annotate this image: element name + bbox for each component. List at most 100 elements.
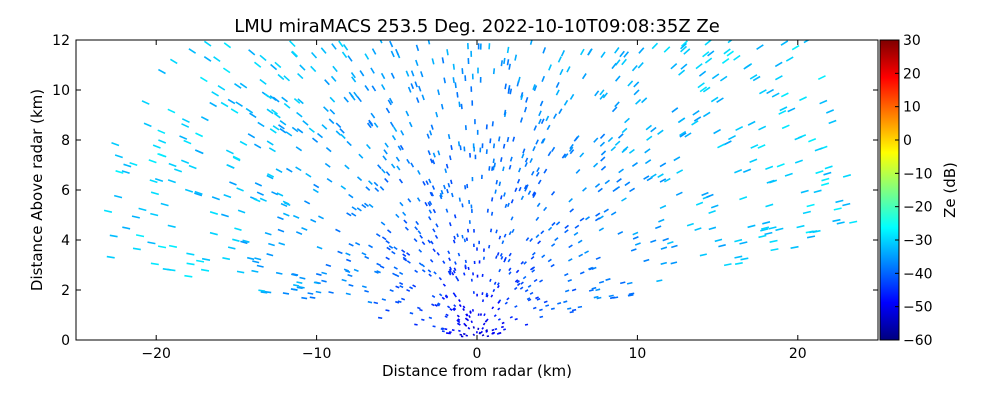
x-tick-label: 10 <box>628 346 646 362</box>
radar-gate <box>452 193 453 197</box>
radar-gate <box>455 215 456 219</box>
radar-gate <box>329 292 334 293</box>
radar-gate <box>501 157 502 162</box>
radar-gate <box>493 121 494 126</box>
radar-gate <box>492 333 494 334</box>
radar-gate <box>460 145 461 150</box>
radar-gate <box>484 314 485 316</box>
radar-gate <box>452 330 455 331</box>
radar-gate <box>442 328 445 329</box>
radar-gate <box>414 324 417 325</box>
radar-gate <box>505 110 506 115</box>
radar-gate <box>501 195 502 199</box>
radar-gate <box>467 314 468 316</box>
radar-gate <box>495 329 497 330</box>
radar-gate <box>484 257 485 260</box>
x-tick-label: 0 <box>473 346 482 362</box>
radar-gate <box>493 159 494 163</box>
y-tick-label: 4 <box>61 233 70 249</box>
radar-gate <box>467 319 468 321</box>
radar-gate <box>374 302 378 303</box>
radar-gate <box>458 331 460 332</box>
radar-gate <box>572 310 576 311</box>
radar-gate <box>462 235 463 238</box>
radar-gate <box>498 319 500 320</box>
radar-gate <box>494 68 495 74</box>
radar-gate <box>465 239 466 242</box>
radar-gate <box>489 166 490 170</box>
radar-gate <box>496 256 497 259</box>
radar-gate <box>594 297 599 298</box>
radar-gate <box>447 49 448 55</box>
radar-gate <box>291 289 297 290</box>
colorbar-tick-label: −40 <box>903 266 933 282</box>
radar-gate <box>299 287 305 288</box>
radar-gate <box>483 299 484 302</box>
radar-gate <box>464 273 465 276</box>
radar-gate <box>609 295 614 296</box>
radar-gate <box>490 279 491 282</box>
radar-gate <box>508 88 509 94</box>
radar-gate <box>469 316 470 318</box>
colorbar-tick-label: 0 <box>903 133 912 149</box>
y-axis-label: Distance Above radar (km) <box>28 89 46 291</box>
radar-gate <box>481 313 482 315</box>
radar-gate <box>492 212 493 216</box>
radar-gate <box>551 308 555 309</box>
radar-gate <box>459 102 460 107</box>
radar-gate <box>471 321 472 323</box>
radar-gate <box>508 47 509 53</box>
radar-gate <box>458 253 459 256</box>
radar-gate <box>498 252 499 255</box>
radar-gate <box>451 145 452 150</box>
radar-gate <box>499 236 500 239</box>
colorbar <box>880 40 899 340</box>
colorbar-label: Ze (dB) <box>941 162 959 218</box>
radar-gate <box>509 64 510 70</box>
radar-gate <box>451 180 452 184</box>
y-tick-label: 6 <box>61 183 70 199</box>
radar-gate <box>503 167 504 171</box>
radar-gate <box>301 298 307 299</box>
radar-gate <box>184 276 192 277</box>
radar-gate <box>465 185 466 189</box>
radar-gate <box>540 317 543 318</box>
radar-gate <box>510 317 512 318</box>
colorbar-tick-label: 20 <box>903 66 921 82</box>
radar-gate <box>499 137 500 142</box>
radar-gate <box>461 104 462 109</box>
radar-gate <box>466 260 467 263</box>
radar-gate <box>496 230 497 234</box>
colorbar-tick-label: −20 <box>903 200 933 216</box>
radar-gate <box>567 308 571 309</box>
radar-gate <box>473 309 474 311</box>
radar-gate <box>492 197 493 201</box>
radar-gate <box>578 307 582 308</box>
radar-gate <box>492 167 493 171</box>
radar-gate <box>455 82 456 88</box>
radar-gate <box>450 222 451 226</box>
radar-gate <box>417 308 420 309</box>
radar-gate <box>503 329 506 330</box>
radar-gate <box>508 59 509 65</box>
radar-gate <box>496 180 497 184</box>
y-tick-label: 2 <box>61 283 70 299</box>
radar-gate <box>368 302 372 303</box>
radar-gate <box>481 331 483 333</box>
y-tick-label: 10 <box>52 83 70 99</box>
radar-gate <box>466 335 468 336</box>
radar-gate <box>473 326 474 328</box>
radar-gate <box>382 299 386 300</box>
radar-gate <box>283 293 289 294</box>
radar-gate <box>463 334 465 335</box>
radar-gate <box>449 332 452 333</box>
radar-gate <box>419 310 422 311</box>
radar-gate <box>421 319 424 320</box>
radar-gate <box>308 293 314 294</box>
radar-gate <box>444 78 445 84</box>
radar-gate <box>544 301 547 302</box>
radar-gate <box>597 298 602 299</box>
colorbar-tick-label: −60 <box>903 333 933 349</box>
